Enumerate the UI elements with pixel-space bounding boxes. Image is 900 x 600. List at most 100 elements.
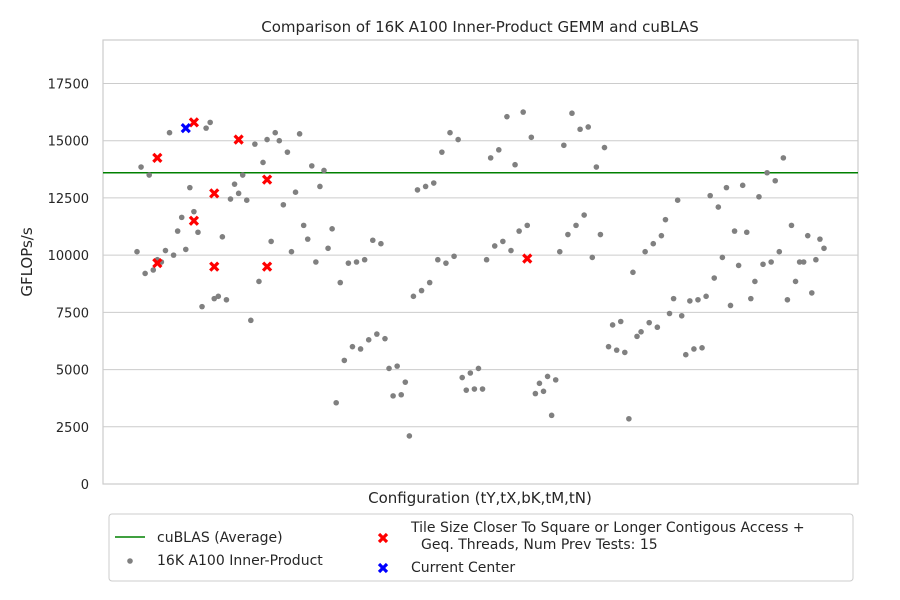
legend-swatch-inner-product bbox=[127, 558, 133, 564]
point-inner-product bbox=[280, 201, 287, 208]
point-inner-product bbox=[467, 370, 474, 376]
point-inner-product bbox=[390, 393, 396, 399]
point-inner-product bbox=[138, 164, 144, 170]
point-inner-product bbox=[719, 254, 726, 261]
legend-label-tile-size-line-2: Geq. Threads, Num Prev Tests: 15 bbox=[421, 537, 658, 553]
point-inner-product bbox=[609, 322, 616, 328]
plot-frame bbox=[102, 39, 859, 485]
point-inner-product bbox=[455, 136, 461, 143]
point-inner-product bbox=[142, 270, 148, 277]
point-inner-product bbox=[727, 302, 734, 309]
point-inner-product bbox=[345, 260, 352, 266]
point-inner-product bbox=[548, 412, 555, 419]
point-inner-product bbox=[394, 363, 400, 369]
point-inner-product bbox=[674, 197, 681, 204]
point-inner-product bbox=[329, 226, 335, 232]
legend-box bbox=[108, 513, 854, 582]
point-inner-product bbox=[760, 261, 766, 268]
point-inner-product bbox=[682, 351, 689, 358]
chart-title: Comparison of 16K A100 Inner-Product GEM… bbox=[261, 18, 698, 36]
point-inner-product bbox=[536, 380, 543, 387]
point-inner-product bbox=[756, 193, 762, 200]
point-inner-product bbox=[516, 228, 522, 234]
point-inner-product bbox=[207, 119, 213, 126]
point-inner-product bbox=[528, 134, 535, 141]
point-inner-product bbox=[398, 391, 405, 398]
point-inner-product bbox=[569, 110, 575, 117]
point-inner-product bbox=[333, 399, 339, 406]
x-axis-label: Configuration (tY,tX,bK,tM,tN) bbox=[368, 489, 592, 507]
point-inner-product bbox=[166, 129, 173, 136]
y-tick-label: 15000 bbox=[48, 135, 89, 150]
point-inner-product bbox=[439, 149, 445, 155]
legend-marker-current-center bbox=[377, 562, 389, 574]
point-inner-product bbox=[723, 184, 730, 191]
legend: cuBLAS (Average) 16K A100 Inner-Product … bbox=[108, 513, 854, 582]
point-inner-product bbox=[134, 248, 140, 255]
point-inner-product bbox=[495, 147, 502, 153]
point-inner-product bbox=[313, 259, 319, 265]
point-inner-product bbox=[402, 379, 409, 385]
point-inner-product bbox=[483, 256, 490, 263]
point-inner-product bbox=[191, 208, 197, 215]
legend-marker-tile-size bbox=[377, 532, 389, 544]
point-inner-product bbox=[646, 319, 653, 326]
point-inner-product bbox=[337, 279, 344, 286]
point-inner-product bbox=[264, 136, 270, 143]
point-inner-product bbox=[215, 293, 222, 300]
point-inner-product bbox=[349, 343, 356, 350]
point-inner-product bbox=[662, 216, 669, 223]
y-tick-label: 5000 bbox=[56, 364, 89, 379]
point-inner-product bbox=[296, 131, 303, 137]
point-inner-product bbox=[357, 346, 364, 352]
point-inner-product bbox=[386, 365, 392, 372]
point-inner-product bbox=[325, 245, 331, 252]
point-inner-product bbox=[613, 347, 620, 353]
point-inner-product bbox=[695, 296, 701, 303]
point-inner-product bbox=[406, 433, 413, 439]
point-inner-product bbox=[589, 254, 596, 261]
point-inner-product bbox=[500, 238, 506, 245]
point-inner-product bbox=[353, 259, 360, 265]
point-inner-product bbox=[780, 155, 787, 161]
point-inner-product bbox=[471, 386, 478, 392]
point-inner-product bbox=[361, 256, 368, 263]
point-tile-size bbox=[188, 215, 200, 226]
legend-label-cublas: cuBLAS (Average) bbox=[157, 530, 283, 546]
point-inner-product bbox=[642, 248, 648, 255]
point-inner-product bbox=[443, 260, 449, 266]
point-inner-product bbox=[630, 269, 636, 276]
point-inner-product bbox=[715, 204, 722, 210]
point-inner-product bbox=[813, 256, 819, 263]
point-inner-product bbox=[170, 252, 177, 258]
point-inner-product bbox=[341, 357, 348, 364]
point-inner-product bbox=[622, 349, 628, 356]
point-inner-product bbox=[650, 240, 657, 247]
point-inner-product bbox=[414, 187, 421, 193]
point-inner-product bbox=[410, 293, 417, 300]
point-inner-product bbox=[321, 167, 327, 174]
point-inner-product bbox=[776, 248, 783, 255]
point-inner-product bbox=[369, 237, 376, 244]
point-inner-product bbox=[821, 245, 827, 252]
point-inner-product bbox=[284, 149, 291, 155]
point-inner-product bbox=[752, 278, 758, 285]
legend-swatch-current-center bbox=[377, 562, 389, 574]
point-inner-product bbox=[556, 248, 563, 255]
point-inner-product bbox=[146, 172, 152, 178]
point-inner-product bbox=[300, 222, 307, 229]
point-inner-product bbox=[504, 113, 510, 120]
point-inner-product bbox=[475, 365, 482, 372]
point-inner-product bbox=[524, 222, 531, 229]
point-inner-product bbox=[252, 141, 258, 147]
point-inner-product bbox=[304, 236, 311, 242]
point-inner-product bbox=[182, 246, 189, 253]
point-inner-product bbox=[703, 293, 709, 300]
point-inner-product bbox=[231, 181, 238, 187]
point-inner-product bbox=[800, 259, 807, 265]
point-inner-product bbox=[597, 231, 604, 238]
point-inner-product bbox=[435, 256, 441, 263]
point-inner-product bbox=[561, 142, 567, 149]
y-axis-label: GFLOPs/s bbox=[18, 227, 36, 297]
